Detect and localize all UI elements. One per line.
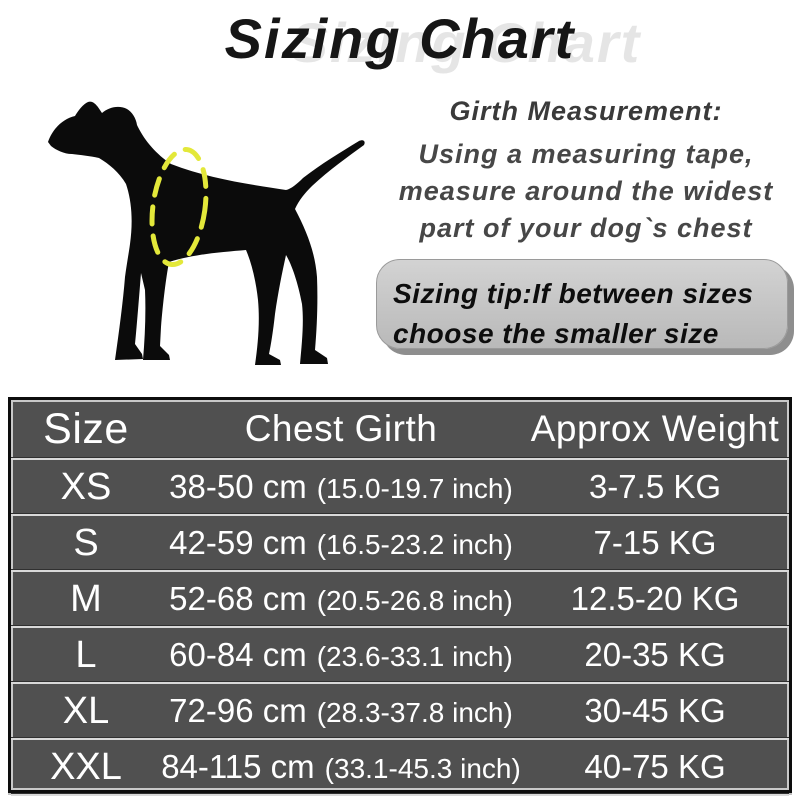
- girth-cell: 52-68 cm (20.5-26.8 inch): [161, 580, 521, 618]
- girth-cm: 52-68 cm: [169, 580, 307, 617]
- girth-inch: (20.5-26.8 inch): [316, 585, 513, 616]
- table-row: L 60-84 cm (23.6-33.1 inch) 20-35 KG: [11, 626, 789, 682]
- girth-cm: 38-50 cm: [169, 468, 307, 505]
- table-row: S 42-59 cm (16.5-23.2 inch) 7-15 KG: [11, 514, 789, 570]
- tip-line-2: choose the smaller size: [393, 318, 719, 349]
- girth-line-3: part of your dog`s chest: [419, 213, 753, 243]
- size-cell: XL: [62, 689, 110, 732]
- weight-cell: 30-45 KG: [584, 692, 726, 729]
- size-cell: M: [70, 577, 102, 620]
- girth-cell: 72-96 cm (28.3-37.8 inch): [161, 692, 521, 730]
- weight-cell: 40-75 KG: [584, 748, 726, 785]
- size-cell: XXL: [50, 745, 122, 788]
- sizing-table: Size Chest Girth Approx Weight XS 38-50 …: [8, 397, 792, 796]
- girth-cell: 84-115 cm (33.1-45.3 inch): [161, 748, 521, 786]
- weight-cell: 12.5-20 KG: [570, 580, 740, 617]
- girth-cell: 60-84 cm (23.6-33.1 inch): [161, 636, 521, 674]
- girth-cm: 72-96 cm: [169, 692, 307, 729]
- girth-measure-ellipse: [149, 146, 209, 268]
- tip-line-1: Sizing tip:If between sizes: [393, 278, 754, 309]
- girth-inch: (23.6-33.1 inch): [316, 641, 513, 672]
- header-size: Size: [43, 404, 129, 453]
- header-girth: Chest Girth: [244, 408, 438, 449]
- weight-cell: 3-7.5 KG: [588, 468, 722, 505]
- girth-line-1: Using a measuring tape,: [418, 139, 754, 169]
- girth-cm: 42-59 cm: [169, 524, 307, 561]
- size-cell: S: [73, 521, 99, 564]
- page-title: Sizing Chart: [224, 7, 576, 70]
- girth-inch: (15.0-19.7 inch): [316, 473, 513, 504]
- girth-inch: (28.3-37.8 inch): [316, 697, 513, 728]
- girth-inch: (16.5-23.2 inch): [316, 529, 513, 560]
- header-weight: Approx Weight: [530, 408, 780, 449]
- table-header-row: Size Chest Girth Approx Weight: [11, 400, 789, 458]
- weight-cell: 20-35 KG: [584, 636, 726, 673]
- weight-cell: 7-15 KG: [593, 524, 717, 561]
- girth-line-2: measure around the widest: [398, 176, 774, 206]
- girth-inch: (33.1-45.3 inch): [324, 753, 521, 784]
- girth-cm: 60-84 cm: [169, 636, 307, 673]
- girth-instructions: Girth Measurement: Using a measuring tap…: [380, 96, 792, 247]
- table-row: XXL 84-115 cm (33.1-45.3 inch) 40-75 KG: [11, 738, 789, 794]
- size-cell: XS: [60, 465, 112, 508]
- sizing-tip-box: Sizing tip:If between sizes choose the s…: [376, 259, 788, 349]
- girth-cm: 84-115 cm: [161, 748, 315, 785]
- title-watermark: Sizing Chart: [290, 11, 642, 74]
- dog-diagram: [28, 92, 393, 387]
- table-row: XS 38-50 cm (15.0-19.7 inch) 3-7.5 KG: [11, 458, 789, 514]
- dog-silhouette: [48, 101, 365, 366]
- dog-silhouette-svg: [48, 101, 365, 366]
- size-cell: L: [75, 633, 97, 676]
- girth-cell: 42-59 cm (16.5-23.2 inch): [161, 524, 521, 562]
- title-block: Sizing Chart Sizing Chart: [0, 6, 800, 74]
- table-bottom-strip: [11, 794, 789, 796]
- table-row: M 52-68 cm (20.5-26.8 inch) 12.5-20 KG: [11, 570, 789, 626]
- girth-heading: Girth Measurement:: [449, 96, 723, 126]
- girth-cell: 38-50 cm (15.0-19.7 inch): [161, 468, 521, 506]
- table-row: XL 72-96 cm (28.3-37.8 inch) 30-45 KG: [11, 682, 789, 738]
